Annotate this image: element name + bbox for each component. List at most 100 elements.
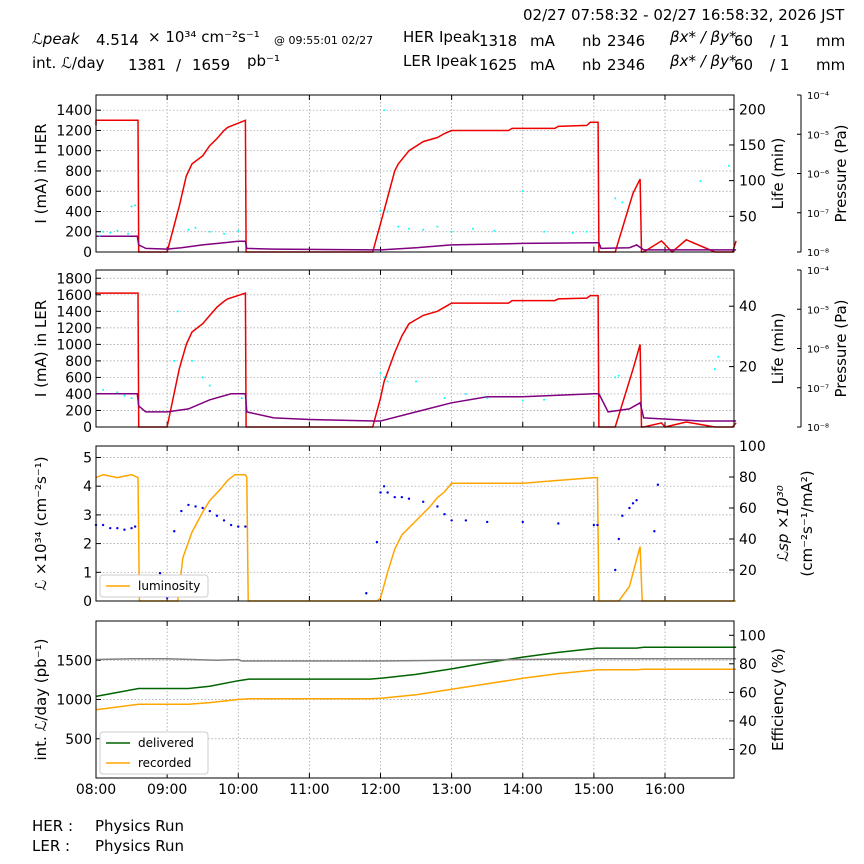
ytick-label-lumi-4: 4 <box>83 479 92 495</box>
point-her-pressure-27 <box>621 201 624 204</box>
ptick-label-her-0: 10⁻⁴ <box>807 91 829 102</box>
legend-box-lumi <box>99 574 209 598</box>
point-her-pressure-12 <box>379 209 382 212</box>
point-ler-pressure-5 <box>176 310 179 313</box>
ytick-label-her-4: 800 <box>65 164 92 180</box>
point-lumi-specific-42 <box>628 506 631 510</box>
point-lumi-specific-29 <box>421 500 425 503</box>
ytick-label-ler-2: 400 <box>65 387 92 403</box>
ptick-label-ler-1: 10⁻⁵ <box>807 305 829 316</box>
series-intl-recorded <box>95 668 737 711</box>
yrtick-label-intl-4: 100 <box>739 628 766 644</box>
series-her-life <box>96 235 737 251</box>
point-ler-pressure-1 <box>116 391 119 394</box>
point-ler-pressure-15 <box>464 392 467 395</box>
point-her-pressure-13 <box>383 109 386 112</box>
point-lumi-specific-18 <box>229 523 233 527</box>
point-ler-pressure-6 <box>191 359 194 362</box>
point-ler-pressure-3 <box>130 397 133 400</box>
xtick-label-8: 16:00 <box>645 782 685 798</box>
point-lumi-specific-40 <box>617 537 620 541</box>
point-lumi-specific-21 <box>365 592 368 595</box>
point-her-pressure-26 <box>614 197 617 200</box>
point-her-pressure-8 <box>194 226 197 229</box>
point-lumi-specific-6 <box>133 525 137 528</box>
ptick-label-ler-2: 10⁻⁶ <box>807 345 829 356</box>
point-her-pressure-9 <box>208 230 211 233</box>
point-lumi-specific-22 <box>375 540 379 544</box>
point-lumi-specific-38 <box>596 523 599 527</box>
point-lumi-specific-12 <box>187 503 190 507</box>
point-lumi-specific-13 <box>194 505 197 508</box>
ler-beta-x: 60 <box>734 56 754 74</box>
ytick-label-her-1: 200 <box>65 225 92 241</box>
point-lumi-specific-25 <box>386 491 389 494</box>
ytick-label-lumi-2: 2 <box>83 537 92 553</box>
point-ler-pressure-14 <box>443 397 446 400</box>
xtick-label-5: 13:00 <box>431 782 471 798</box>
her-nb-value: 2346 <box>607 32 646 50</box>
series-ler-life <box>96 393 737 422</box>
point-ler-pressure-0 <box>102 388 105 391</box>
plot-frame-her <box>95 94 735 253</box>
lpeak-value: 4.514 <box>96 31 139 49</box>
ler-beta-label: βx* / βy* <box>670 52 737 70</box>
ytick-label-ler-7: 1400 <box>56 304 92 320</box>
ylabel-right-intl: Efficiency (%) <box>769 648 787 751</box>
yrtick-label-intl-3: 80 <box>739 657 757 673</box>
point-lumi-specific-24 <box>382 485 386 488</box>
point-her-pressure-21 <box>493 229 496 232</box>
point-ler-pressure-10 <box>379 372 382 375</box>
ytick-label-ler-1: 200 <box>65 403 92 419</box>
her-beta-unit: mm <box>816 32 846 50</box>
point-lumi-specific-4 <box>123 528 126 531</box>
point-ler-pressure-13 <box>415 380 418 383</box>
ytick-label-intl-1: 1000 <box>56 693 92 709</box>
ytick-label-ler-4: 800 <box>65 354 92 370</box>
ylabel-her: I (mA) in HER <box>32 123 50 223</box>
xtick-label-2: 10:00 <box>218 782 258 798</box>
yrtick-label-lumi-1: 40 <box>739 532 757 548</box>
point-lumi-specific-39 <box>614 568 617 572</box>
ytick-label-ler-6: 1200 <box>56 321 92 337</box>
ler-ipeak-label: LER Ipeak <box>403 52 478 70</box>
panel-her <box>95 94 802 254</box>
point-lumi-specific-2 <box>109 526 112 530</box>
point-her-pressure-1 <box>102 230 105 233</box>
point-lumi-specific-43 <box>631 502 635 505</box>
point-lumi-specific-32 <box>450 519 453 522</box>
point-lumi-specific-36 <box>557 522 560 525</box>
point-ler-pressure-11 <box>383 376 386 379</box>
point-her-pressure-20 <box>471 227 474 230</box>
ler-ipeak-unit: mA <box>530 56 555 74</box>
ptick-label-her-2: 10⁻⁶ <box>807 170 829 181</box>
ler-beta-unit: mm <box>816 56 846 74</box>
point-ler-pressure-22 <box>717 355 720 358</box>
her-ipeak-label: HER Ipeak <box>403 28 480 46</box>
point-ler-pressure-16 <box>486 397 489 400</box>
her-status-label: HER : <box>32 817 74 835</box>
point-lumi-specific-33 <box>464 519 468 522</box>
point-her-pressure-17 <box>422 228 425 231</box>
ptick-label-ler-3: 10⁻⁷ <box>807 384 829 395</box>
point-lumi-specific-27 <box>400 495 404 499</box>
ptick-label-her-1: 10⁻⁵ <box>807 130 829 141</box>
yrtick-label-her-1: 100 <box>739 174 766 190</box>
ytick-label-ler-5: 1000 <box>56 337 92 353</box>
series-her-current <box>95 119 737 254</box>
ylabel-pressure-ler: Pressure (Pa) <box>832 299 850 397</box>
point-her-pressure-24 <box>571 231 574 234</box>
ylabel-right-her: Life (min) <box>769 138 787 210</box>
ler-nb-label: nb <box>582 56 602 74</box>
point-her-pressure-0 <box>98 234 101 237</box>
panel-lumi <box>94 445 737 602</box>
yrtick-label-intl-2: 60 <box>739 685 757 701</box>
her-beta-x: 60 <box>734 32 754 50</box>
point-ler-pressure-21 <box>713 368 716 371</box>
yrtick-label-ler-0: 20 <box>739 360 757 376</box>
point-lumi-specific-37 <box>592 523 596 527</box>
yrtick-label-intl-0: 20 <box>739 742 757 758</box>
point-lumi-specific-14 <box>201 506 204 510</box>
ptick-label-ler-4: 10⁻⁸ <box>807 423 829 434</box>
point-lumi-specific-28 <box>407 497 411 500</box>
